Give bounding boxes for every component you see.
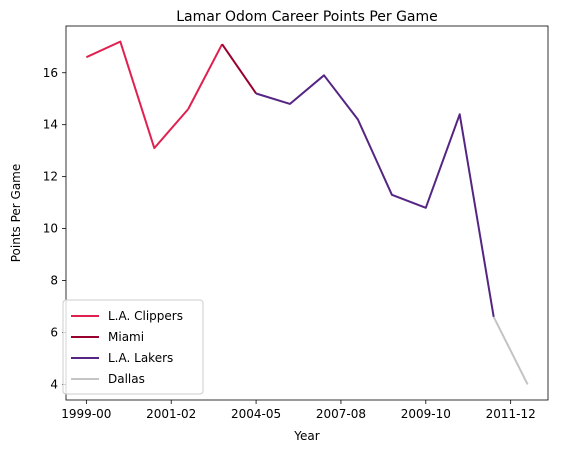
legend-label-l-a-lakers: L.A. Lakers (108, 351, 173, 365)
y-tick-label: 10 (43, 222, 58, 236)
x-axis: 1999-00 2001-02 2004-05 2007-08 2009-10 2011-… (61, 400, 536, 421)
series-layer (85, 40, 529, 385)
x-tick-label: 2007-08 (316, 407, 366, 421)
legend-label-miami: Miami (108, 330, 144, 344)
series-line-dallas-4 (492, 316, 529, 385)
x-tick-label: 2011-12 (486, 407, 536, 421)
y-tick-label: 4 (50, 377, 58, 391)
y-tick-label: 16 (43, 66, 58, 80)
x-axis-label: Year (293, 429, 319, 443)
legend-box (62, 299, 204, 395)
series-line-l-a-lakers-3 (255, 74, 495, 318)
series-line-l-a-clippers-1 (187, 43, 223, 110)
series-line-miami-2 (221, 43, 257, 95)
y-tick-label: 14 (43, 118, 58, 132)
x-tick-label: 2004-05 (231, 407, 281, 421)
legend: L.A. Clippers Miami L.A. Lakers Dallas (62, 299, 204, 395)
legend-label-dallas: Dallas (108, 372, 145, 386)
y-tick-label: 12 (43, 170, 58, 184)
chart-title: Lamar Odom Career Points Per Game (176, 9, 438, 25)
y-tick-label: 6 (50, 325, 58, 339)
series-line-l-a-clippers-0 (85, 40, 189, 150)
y-tick-label: 8 (50, 274, 58, 288)
x-tick-label: 1999-00 (61, 407, 111, 421)
x-tick-label: 2009-10 (401, 407, 451, 421)
plot-frame (65, 25, 549, 401)
legend-label-l-a-clippers: L.A. Clippers (108, 309, 183, 323)
x-tick-label: 2001-02 (146, 407, 196, 421)
y-axis-label: Points Per Game (9, 164, 23, 263)
